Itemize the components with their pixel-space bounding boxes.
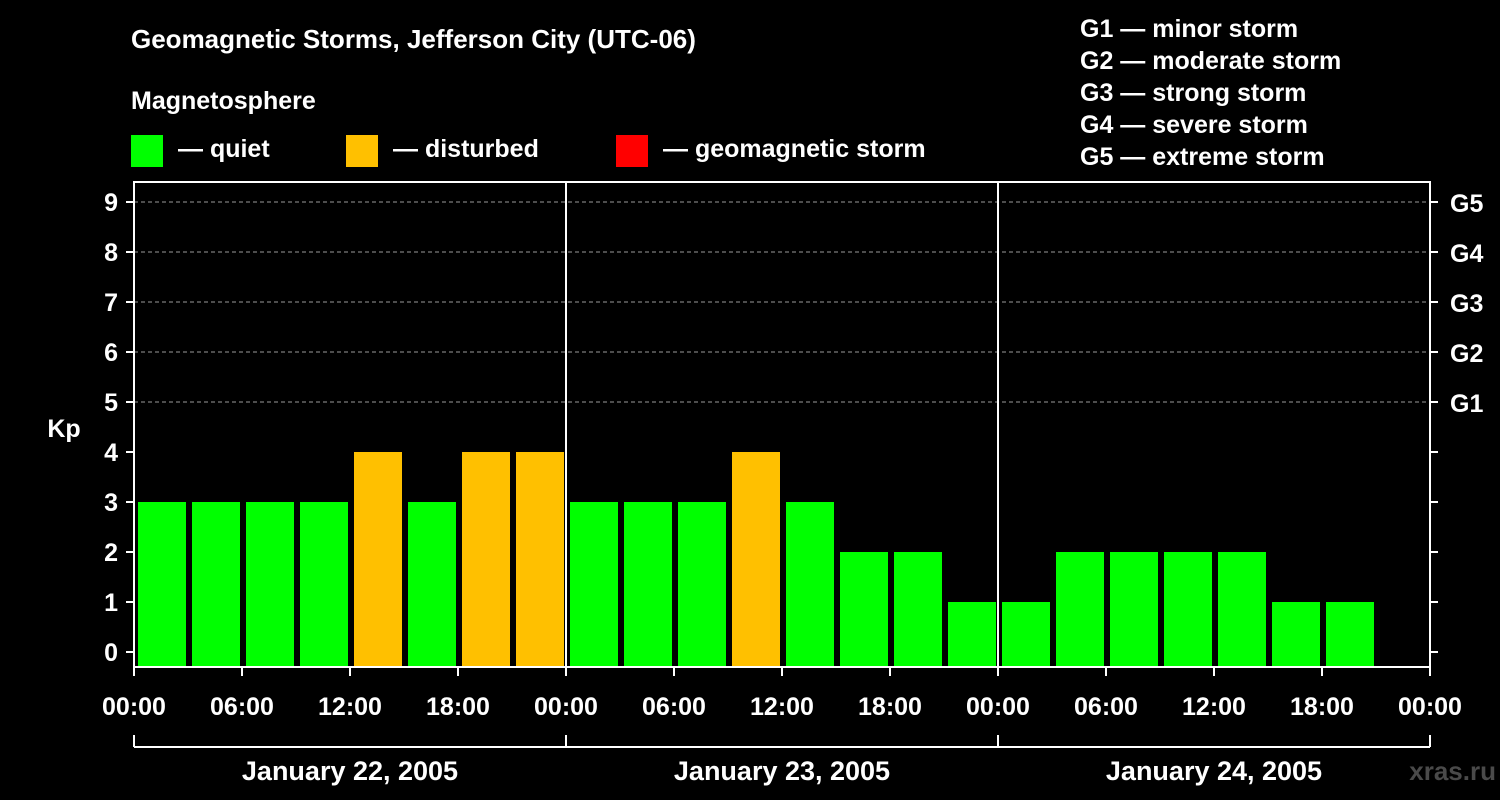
- gridlines: [134, 201, 1430, 403]
- y-axis-label: Kp: [47, 415, 80, 443]
- kp-bar: [678, 502, 726, 667]
- kp-bar: [408, 502, 456, 667]
- g-scale-tick-label: G4: [1450, 240, 1483, 268]
- kp-bar: [1326, 602, 1374, 667]
- storm-scale-g1: G1 — minor storm: [1080, 15, 1298, 43]
- y-tick-label: 1: [104, 589, 118, 617]
- storm-scale-g3: G3 — strong storm: [1080, 79, 1306, 107]
- y-tick-label: 5: [104, 389, 118, 417]
- g-scale-tick-label: G5: [1450, 190, 1483, 218]
- x-tick-label: 12:00: [1182, 693, 1246, 721]
- g-scale-tick-label: G2: [1450, 340, 1483, 368]
- g-scale-tick-label: G1: [1450, 390, 1483, 418]
- x-tick-label: 06:00: [642, 693, 706, 721]
- g-scale-tick-label: G3: [1450, 290, 1483, 318]
- legend-swatch-quiet: [131, 135, 163, 167]
- kp-bar: [1002, 602, 1050, 667]
- x-tick-label: 12:00: [750, 693, 814, 721]
- x-tick-label: 18:00: [1290, 693, 1354, 721]
- watermark: xras.ru: [1409, 756, 1496, 786]
- y-tick-label: 6: [104, 339, 118, 367]
- kp-bar: [840, 552, 888, 667]
- bars: [138, 452, 1374, 667]
- chart-subtitle: Magnetosphere: [131, 87, 316, 115]
- kp-bar: [462, 452, 510, 667]
- kp-bar: [516, 452, 564, 667]
- kp-bar: [1056, 552, 1104, 667]
- kp-bar: [138, 502, 186, 667]
- x-tick-label: 06:00: [210, 693, 274, 721]
- day-label-2: January 23, 2005: [674, 756, 890, 786]
- y-tick-label: 7: [104, 289, 118, 317]
- y-tick-label: 9: [104, 189, 118, 217]
- storm-scale-g5: G5 — extreme storm: [1080, 143, 1325, 171]
- kp-bar: [300, 502, 348, 667]
- legend-label-quiet: — quiet: [178, 135, 270, 163]
- kp-bar: [624, 502, 672, 667]
- legend-swatch-disturbed: [346, 135, 378, 167]
- y-tick-label: 3: [104, 489, 118, 517]
- axes: 0 1 2 3 4 5 6 7 8 9 G1 G2 G3 G4 G5 00:00 06:00 12:00 18:00…: [102, 181, 1483, 748]
- x-tick-label: 18:00: [858, 693, 922, 721]
- legend-swatch-storm: [616, 135, 648, 167]
- storm-scale-g2: G2 — moderate storm: [1080, 47, 1341, 75]
- kp-bar: [1164, 552, 1212, 667]
- y-tick-label: 8: [104, 239, 118, 267]
- kp-bar: [1272, 602, 1320, 667]
- chart-title: Geomagnetic Storms, Jefferson City (UTC-…: [131, 24, 696, 54]
- kp-bar: [192, 502, 240, 667]
- x-tick-label: 18:00: [426, 693, 490, 721]
- kp-bar: [786, 502, 834, 667]
- x-tick-label: 00:00: [102, 693, 166, 721]
- kp-bar: [246, 502, 294, 667]
- y-tick-label: 2: [104, 539, 118, 567]
- y-tick-label: 4: [104, 439, 118, 467]
- x-tick-label: 12:00: [318, 693, 382, 721]
- kp-bar: [354, 452, 402, 667]
- legend-label-disturbed: — disturbed: [393, 135, 539, 163]
- x-tick-label: 00:00: [534, 693, 598, 721]
- legend-label-storm: — geomagnetic storm: [663, 135, 926, 163]
- x-tick-label: 00:00: [966, 693, 1030, 721]
- kp-bar: [732, 452, 780, 667]
- x-tick-label: 06:00: [1074, 693, 1138, 721]
- kp-bar: [894, 552, 942, 667]
- kp-bar: [948, 602, 996, 667]
- kp-bar: [1218, 552, 1266, 667]
- day-label-3: January 24, 2005: [1106, 756, 1322, 786]
- kp-bar: [1110, 552, 1158, 667]
- x-tick-label: 00:00: [1398, 693, 1462, 721]
- day-label-1: January 22, 2005: [242, 756, 458, 786]
- y-tick-label: 0: [104, 639, 118, 667]
- kp-bar: [570, 502, 618, 667]
- storm-scale-g4: G4 — severe storm: [1080, 111, 1308, 139]
